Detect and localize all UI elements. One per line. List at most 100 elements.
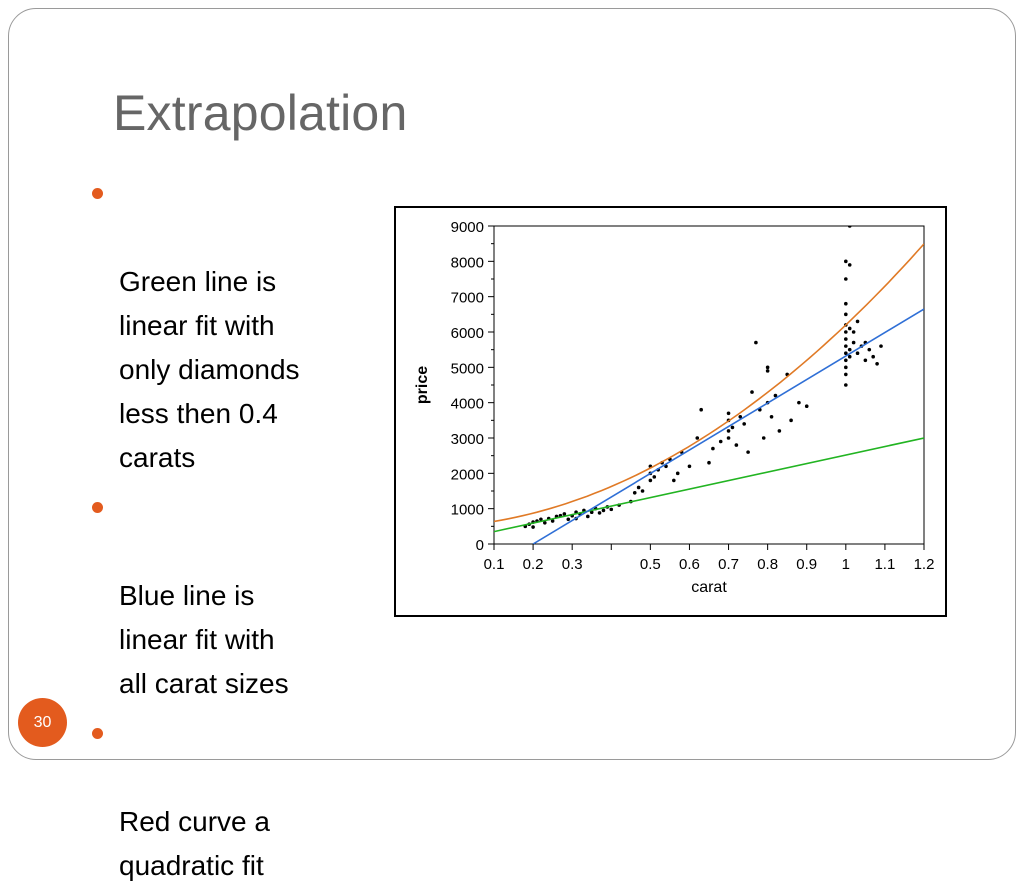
y-tick-label: 9000: [451, 219, 484, 236]
data-point: [765, 365, 770, 370]
data-point: [844, 277, 848, 281]
slide-title: Extrapolation: [113, 85, 408, 141]
x-tick-label: 0.3: [562, 556, 583, 573]
y-tick-label: 4000: [451, 396, 484, 413]
data-point: [675, 471, 680, 476]
x-tick-label: 0.6: [679, 556, 700, 573]
data-point: [773, 393, 778, 398]
red-fit-curve: [494, 243, 924, 523]
data-point: [851, 340, 856, 345]
bullet-text: Red curve a quadratic fit: [119, 806, 270, 881]
data-point: [761, 436, 766, 440]
data-point: [601, 508, 606, 513]
data-point: [699, 407, 703, 412]
data-point: [730, 425, 735, 430]
data-point: [754, 340, 758, 345]
data-point: [726, 429, 731, 433]
y-axis-label: price: [414, 366, 431, 404]
bullet-dot-icon: [92, 502, 103, 513]
data-point: [632, 490, 637, 495]
data-point: [539, 517, 543, 522]
x-tick-label: 0.7: [718, 556, 739, 573]
data-point: [863, 358, 868, 363]
y-tick-label: 7000: [451, 290, 484, 307]
data-point: [687, 464, 692, 469]
data-point: [531, 525, 535, 529]
data-point: [738, 415, 743, 419]
data-point: [844, 383, 848, 387]
x-tick-label: 0.8: [757, 556, 778, 573]
data-point: [609, 507, 614, 512]
x-tick-label: 0.5: [640, 556, 661, 573]
data-point: [636, 485, 641, 490]
data-point: [543, 521, 547, 525]
bullet-list: Green line is linear fit with only diamo…: [92, 172, 354, 894]
x-tick-label: 1.2: [914, 556, 935, 573]
bullet-item: Blue line is linear fit with all carat s…: [92, 486, 354, 706]
data-point: [844, 351, 848, 355]
x-tick-label: 1: [842, 556, 850, 573]
data-point: [855, 351, 860, 355]
bullet-dot-icon: [92, 728, 103, 739]
x-tick-label: 1.1: [874, 556, 895, 573]
data-point: [844, 365, 848, 370]
data-point: [765, 369, 770, 373]
y-tick-label: 0: [476, 537, 484, 554]
data-point: [769, 415, 774, 419]
data-point: [789, 418, 793, 423]
data-point: [640, 489, 645, 493]
green-fit-line: [494, 437, 924, 533]
data-point: [844, 372, 848, 377]
data-point: [804, 404, 809, 408]
data-point: [855, 319, 860, 324]
data-point: [562, 512, 567, 516]
data-point: [875, 362, 879, 366]
y-tick-label: 6000: [451, 325, 484, 342]
data-point: [879, 344, 883, 348]
y-tick-label: 2000: [451, 466, 484, 483]
data-point: [586, 514, 590, 519]
data-point: [726, 436, 731, 440]
data-point: [707, 460, 711, 465]
data-point: [742, 422, 746, 426]
data-point: [847, 263, 852, 267]
plot-area-frame: [493, 225, 925, 545]
data-point: [847, 354, 852, 359]
data-point: [746, 450, 750, 454]
data-point: [734, 443, 739, 447]
data-point: [566, 517, 571, 522]
data-point: [844, 312, 848, 317]
data-point: [844, 330, 848, 334]
page-number-badge: 30: [18, 698, 67, 747]
data-point: [550, 519, 555, 523]
y-tick-label: 5000: [451, 360, 484, 377]
data-point: [847, 326, 852, 331]
bullet-dot-icon: [92, 188, 103, 199]
data-point: [726, 411, 731, 416]
bullet-text: Green line is linear fit with only diamo…: [119, 266, 300, 473]
x-tick-label: 0.9: [796, 556, 817, 573]
data-point: [844, 344, 848, 348]
data-point: [844, 259, 848, 264]
data-point: [867, 347, 872, 352]
bullet-item: Red curve a quadratic fit: [92, 712, 354, 888]
data-point: [844, 358, 848, 363]
data-point: [797, 400, 801, 405]
blue-fit-line: [532, 308, 924, 544]
data-point: [844, 301, 848, 306]
data-point: [871, 354, 875, 359]
data-point: [695, 436, 700, 440]
data-point: [672, 478, 676, 483]
y-tick-label: 8000: [451, 254, 484, 271]
x-tick-label: 0.1: [484, 556, 505, 573]
chart-container: 0 1000 2000 3000 4000 5000 6000 7000 8000 9000 0.1…: [394, 206, 947, 617]
bullet-item: Green line is linear fit with only diamo…: [92, 172, 354, 480]
data-point: [750, 390, 754, 394]
data-point: [847, 226, 852, 228]
data-point: [711, 446, 715, 451]
scatter-chart: 0 1000 2000 3000 4000 5000 6000 7000 8000 9000 0.1…: [414, 219, 935, 596]
x-axis-label: carat: [691, 579, 727, 596]
x-tick-label: 0.2: [523, 556, 544, 573]
data-point: [718, 439, 723, 444]
data-point: [648, 478, 653, 483]
